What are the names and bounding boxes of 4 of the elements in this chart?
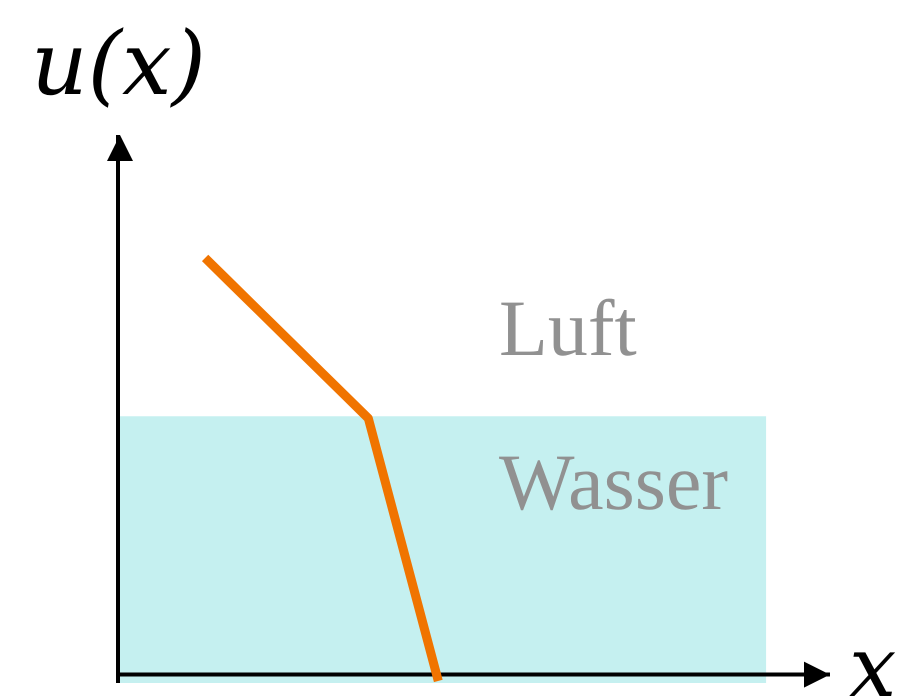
y-axis-title: u(x) — [31, 12, 206, 115]
text: Luft — [499, 285, 637, 373]
band-label: Wasser — [499, 439, 728, 527]
x-axis-title: x — [849, 618, 896, 696]
